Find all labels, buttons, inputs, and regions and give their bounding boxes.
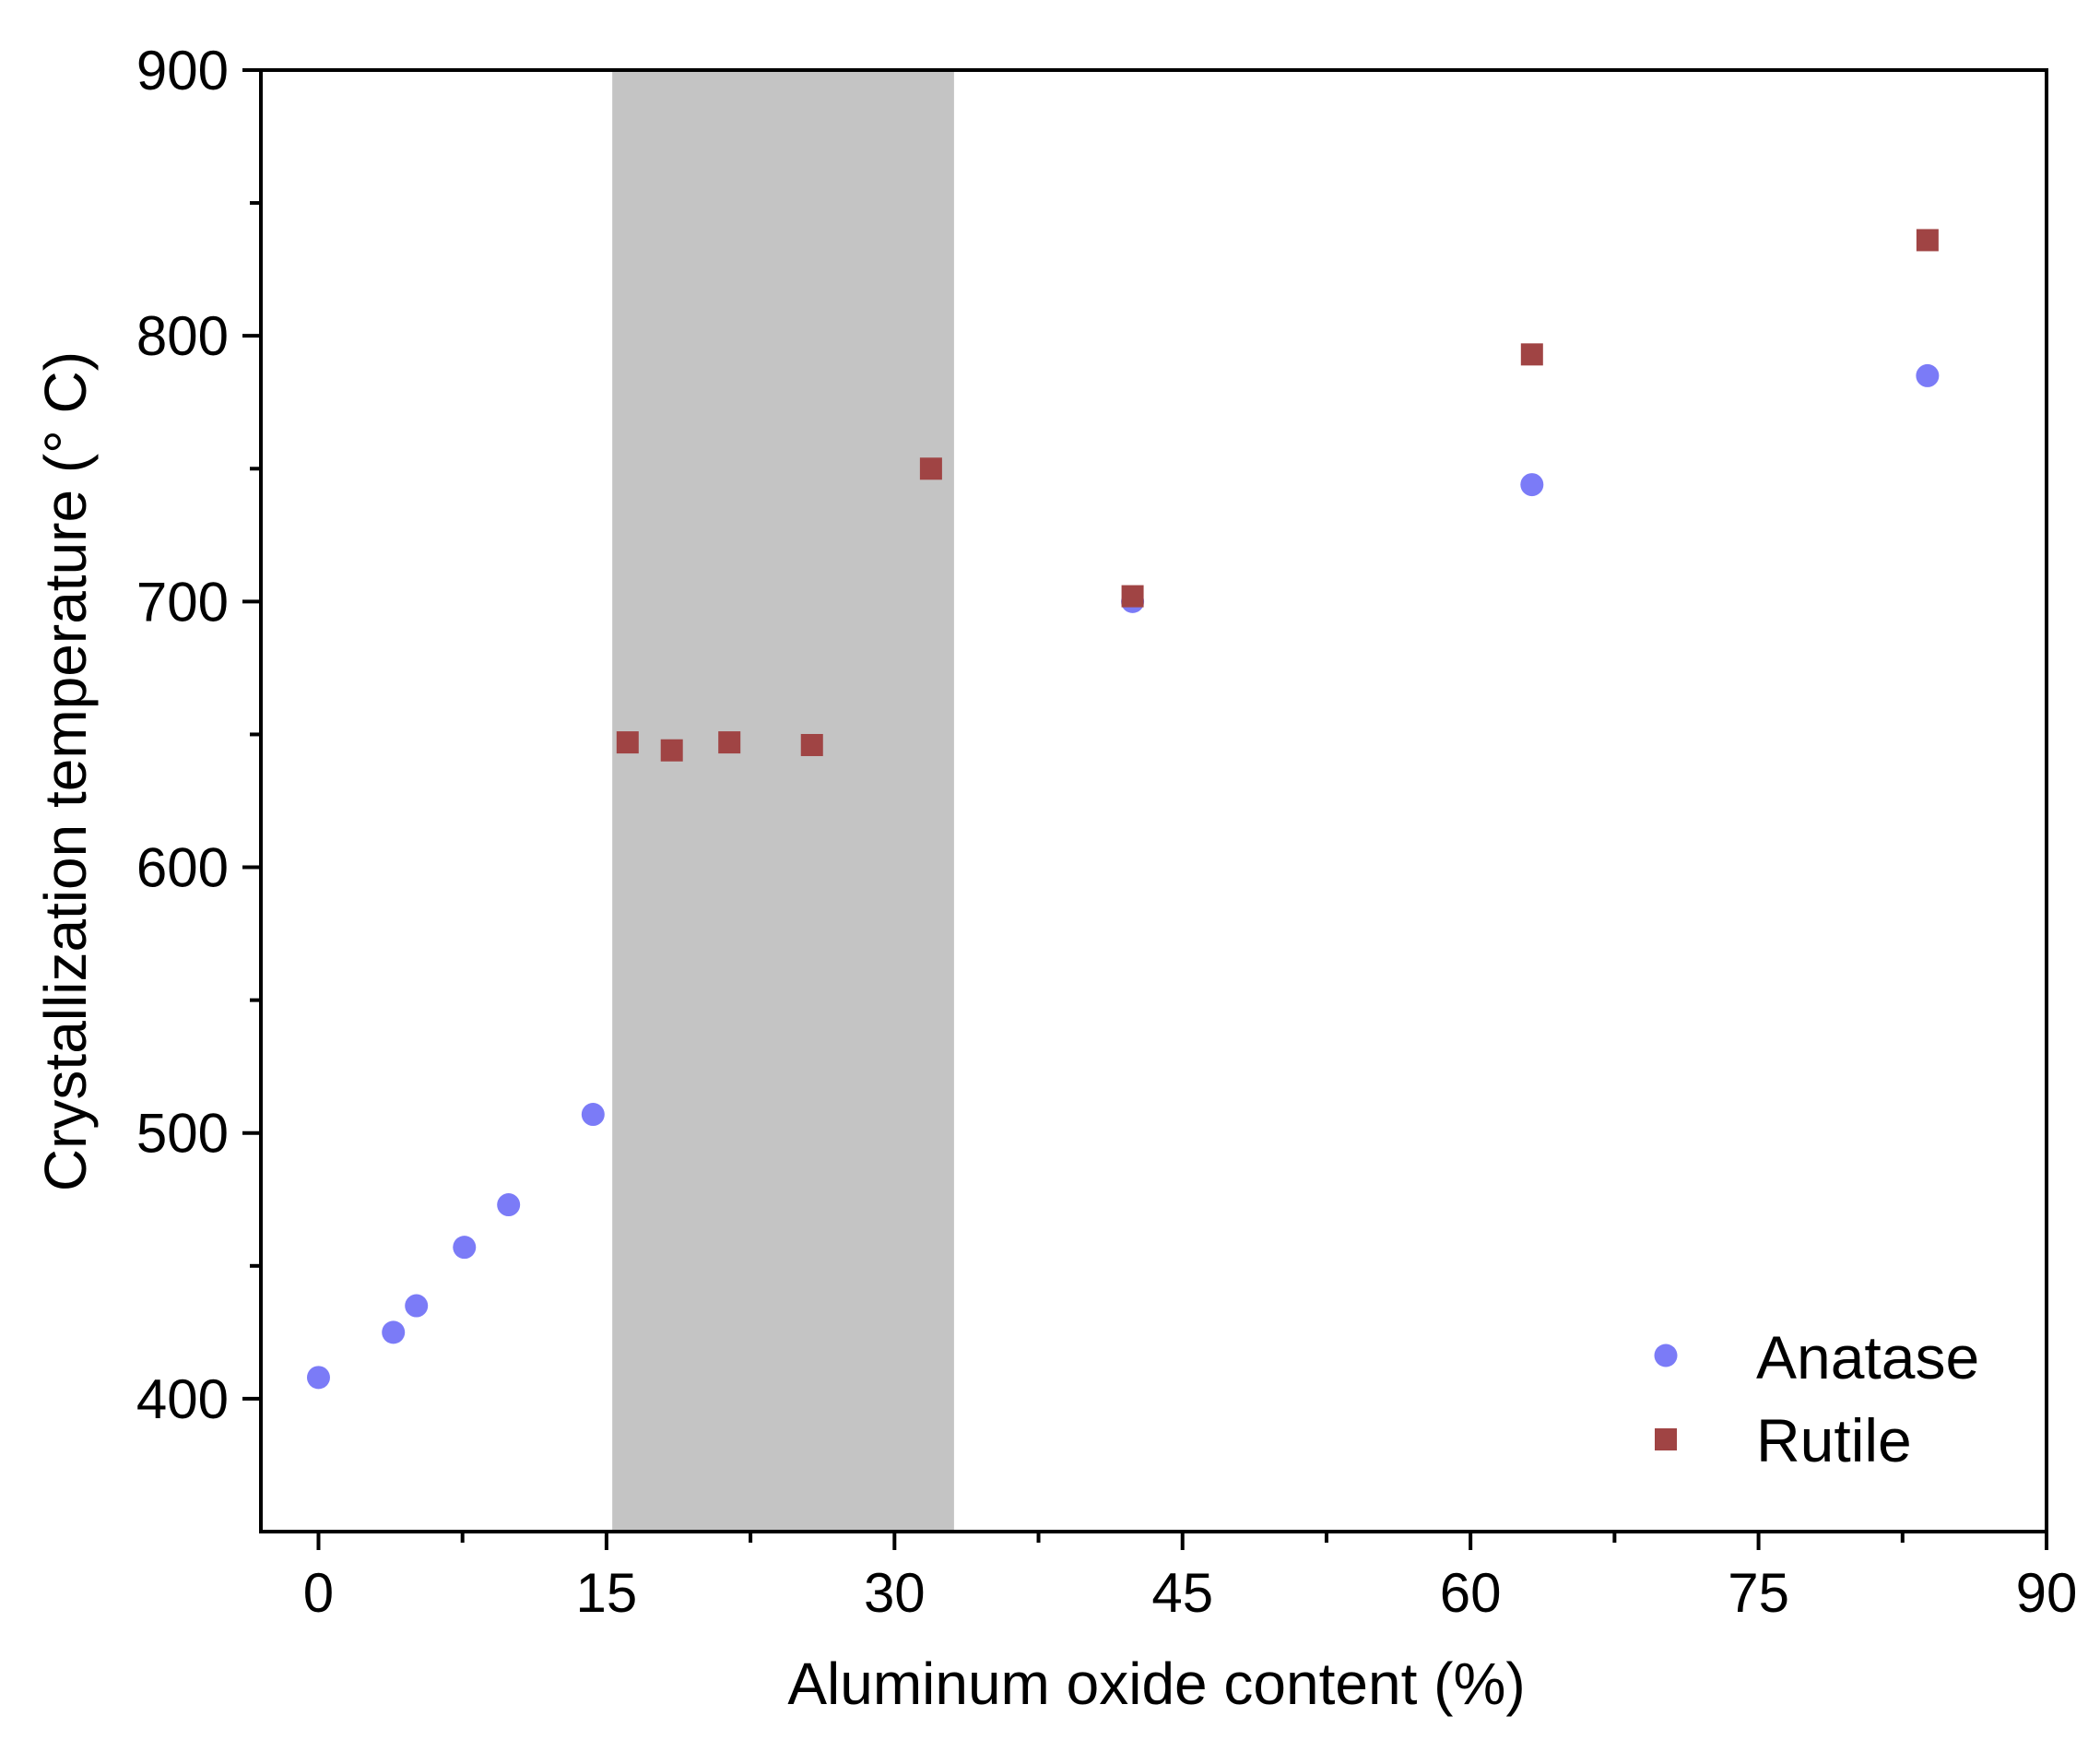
anatase-point [405,1294,429,1318]
anatase-point [581,1103,605,1127]
legend-label-rutile: Rutile [1756,1406,1912,1474]
legend-label-anatase: Anatase [1756,1323,1979,1391]
x-tick-label: 75 [1728,1562,1789,1624]
shaded-region-layer [612,70,954,1532]
anatase-point [497,1193,521,1217]
y-tick-label: 400 [136,1368,229,1430]
anatase-point [1520,473,1544,497]
legend: Anatase Rutile [1654,1323,1979,1474]
rutile-point [1520,343,1543,366]
rutile-point [616,731,639,754]
data-points [306,229,1940,1390]
x-tick-label: 90 [2016,1562,2078,1624]
anatase-point [1916,363,1940,387]
anatase-point [306,1366,330,1390]
y-tick-label: 900 [136,40,229,101]
rutile-point [919,457,942,480]
anatase-point [453,1236,477,1260]
x-tick-label: 15 [576,1562,638,1624]
rutile-point [800,733,823,756]
y-tick-label: 600 [136,837,229,899]
x-tick-label: 45 [1151,1562,1213,1624]
plot-frame [259,68,2048,1533]
rutile-point [1916,229,1939,252]
y-tick-label: 500 [136,1103,229,1165]
shaded-region [612,70,954,1532]
x-tick-label: 0 [303,1562,334,1624]
x-tick-label: 60 [1440,1562,1502,1624]
rutile-point [660,739,683,762]
legend-marker-rutile [1655,1428,1677,1450]
rutile-point [718,731,741,754]
y-tick-label: 700 [136,571,229,633]
x-axis-label: Aluminum oxide content (%) [787,1651,1525,1717]
tick-labels: 0 15 30 45 60 75 90 400 500 600 700 800 900 [136,40,2077,1624]
x-tick-label: 30 [864,1562,926,1624]
y-axis-label: Crystallization temperature (° C) [32,351,99,1191]
anatase-point [382,1320,406,1344]
legend-marker-anatase [1654,1343,1678,1367]
y-tick-label: 800 [136,305,229,367]
rutile-point [1121,585,1144,608]
